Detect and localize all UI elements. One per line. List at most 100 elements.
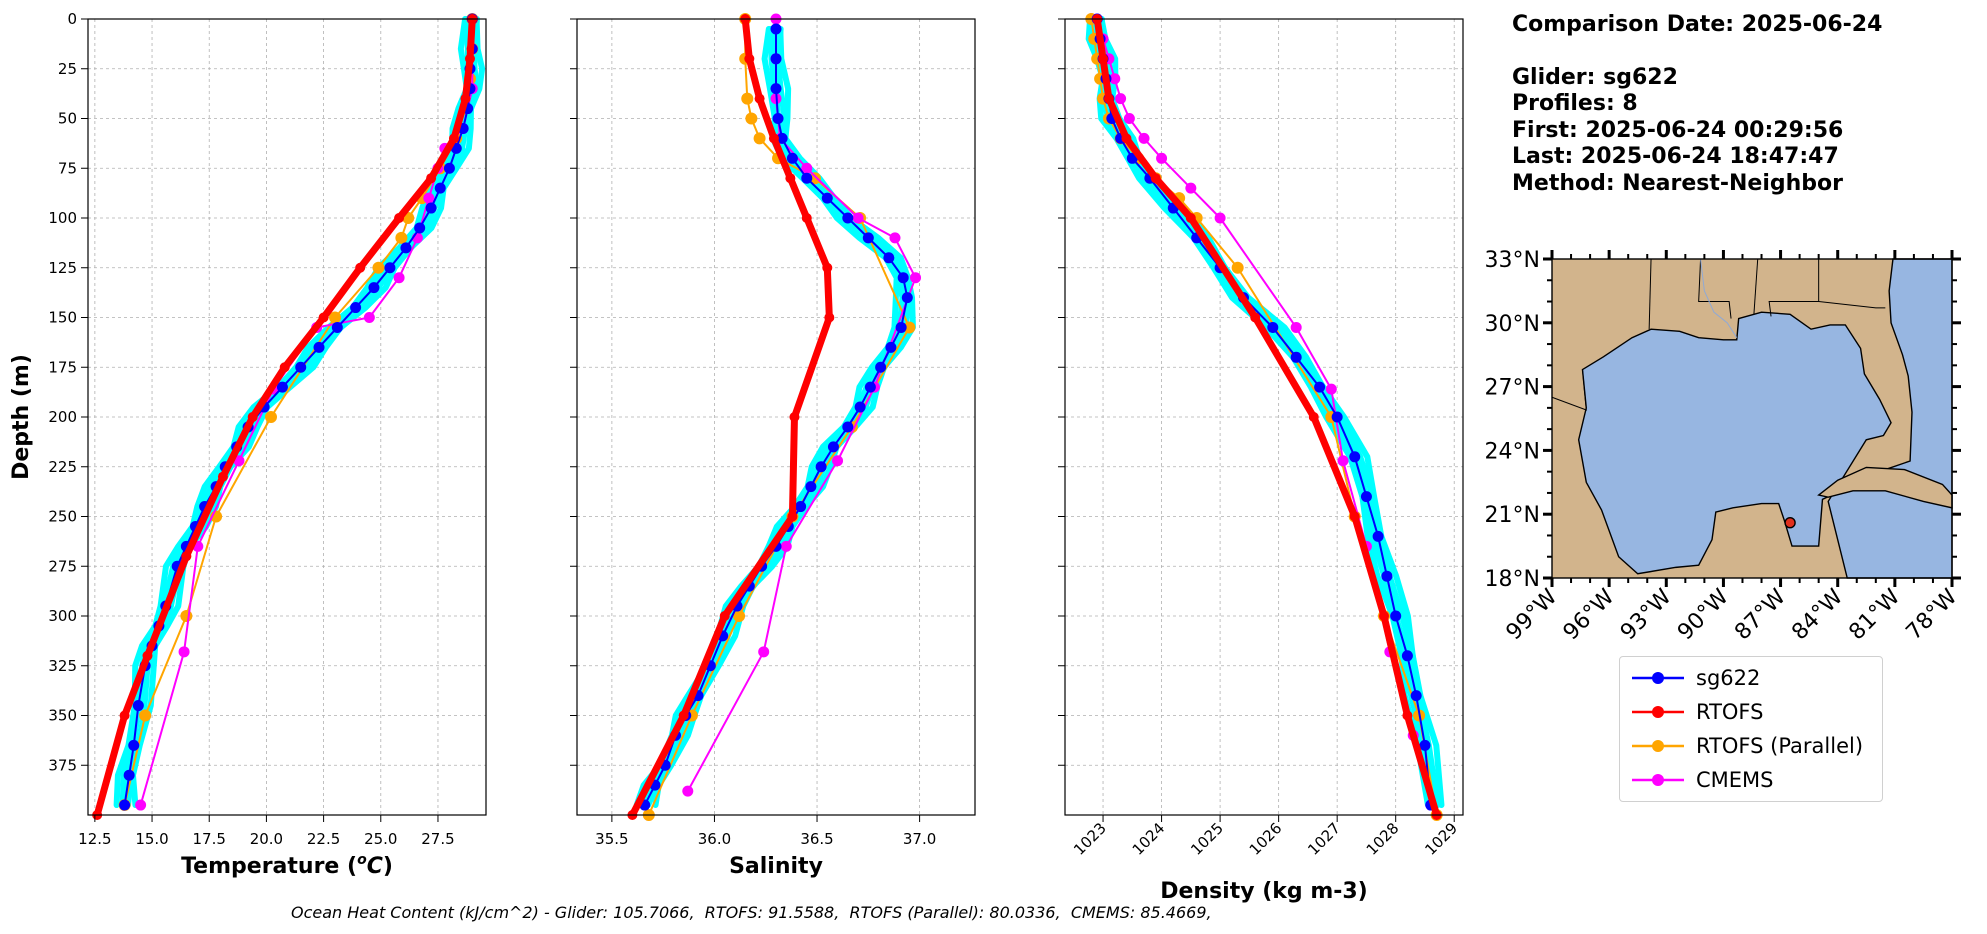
data-point-rtofs — [754, 93, 765, 104]
data-point-sg622 — [795, 501, 807, 513]
legend-marker-rtofs — [1632, 706, 1684, 718]
data-point-rtofs — [1103, 93, 1114, 104]
data-point-rtofs — [785, 173, 796, 184]
data-point-sg622 — [1314, 381, 1326, 393]
data-point-sg622 — [827, 441, 839, 453]
legend-label: sg622 — [1696, 666, 1761, 690]
data-point-rtofs — [318, 312, 329, 323]
data-point-rtofs — [744, 53, 755, 64]
y-tick-label: 125 — [48, 259, 77, 277]
data-point-sg622 — [1267, 321, 1279, 333]
x-tick-label: 15.0 — [135, 830, 168, 848]
data-point-cmems — [682, 785, 694, 797]
data-point-sg622 — [885, 341, 897, 353]
temperature-profile-panel: 0 25 50 75 100 125 150 175 200 225 250 275 300 325 350… — [9, 10, 487, 879]
x-tick-label: 25.0 — [364, 830, 397, 848]
data-point-rtofs — [394, 213, 405, 223]
legend-label: RTOFS — [1696, 700, 1764, 724]
data-point-sg622 — [1401, 650, 1413, 662]
data-point-rtofs — [460, 93, 471, 104]
data-point-rtofs-parallel — [808, 172, 821, 185]
y-tick-label: 225 — [48, 458, 77, 476]
x-tick-label: 20.0 — [250, 830, 283, 848]
lon-tick-label: 87°W — [1730, 584, 1791, 645]
data-point-sg622 — [776, 132, 788, 144]
y-tick-label: 150 — [48, 309, 77, 327]
x-axis-label: Density (kg m-3) — [1160, 879, 1368, 904]
lat-tick-label: 18°N — [1485, 567, 1540, 592]
data-point-rtofs-parallel — [745, 112, 758, 125]
data-point-cmems — [1156, 152, 1168, 164]
data-point-rtofs — [119, 710, 130, 721]
data-point-sg622 — [443, 162, 455, 174]
y-tick-label: 200 — [48, 408, 77, 426]
data-point-sg622 — [805, 481, 817, 493]
series-line-rtofs-parallel — [123, 19, 474, 806]
data-point-cmems — [852, 212, 864, 224]
data-point-sg622 — [414, 222, 426, 234]
data-point-cmems — [178, 646, 190, 658]
data-point-sg622 — [1360, 491, 1372, 503]
lon-tick-label: 78°W — [1902, 584, 1963, 645]
data-point-sg622 — [883, 252, 895, 264]
data-point-cmems — [889, 232, 901, 244]
state-border — [1753, 258, 1759, 315]
x-tick-label: 35.5 — [595, 830, 628, 848]
data-point-sg622 — [897, 272, 909, 284]
data-point-cmems — [1214, 212, 1226, 224]
data-point-rtofs — [1402, 710, 1413, 721]
data-point-sg622 — [368, 282, 380, 294]
data-point-rtofs-parallel — [264, 411, 277, 423]
x-tick-label: 37.0 — [903, 830, 936, 848]
data-point-cmems — [780, 540, 792, 552]
data-point-sg622 — [786, 152, 798, 164]
data-point-sg622 — [815, 461, 827, 473]
data-point-rtofs-parallel — [329, 311, 342, 324]
salinity-profile-panel: 35.5 36.0 36.5 37.0 Salinity — [570, 13, 976, 879]
data-point-cmems — [1109, 73, 1121, 85]
lat-tick-label: 21°N — [1485, 503, 1540, 528]
data-point-sg622 — [384, 262, 396, 274]
lon-tick-label: 81°W — [1844, 584, 1905, 645]
y-tick-label: 300 — [48, 607, 77, 625]
glider-raw-profile-line — [113, 16, 470, 809]
gulf-of-mexico-map: 99°W96°W93°W90°W87°W84°W81°W78°W 33°N 30°N… — [1485, 248, 1963, 645]
data-point-sg622 — [875, 361, 887, 373]
y-tick-label: 175 — [48, 358, 77, 376]
glider-raw-profile-line — [125, 16, 480, 809]
x-tick-label: 27.5 — [421, 830, 454, 848]
data-point-sg622 — [1390, 610, 1402, 622]
data-point-rtofs — [464, 53, 475, 64]
data-point-cmems — [1325, 383, 1337, 395]
legend-label: CMEMS — [1696, 768, 1774, 792]
legend-marker-cmems — [1632, 774, 1684, 786]
legend-marker-rtofs-parallel — [1632, 740, 1684, 752]
x-axis-label: Salinity — [729, 854, 823, 879]
data-point-sg622 — [864, 381, 876, 393]
lat-tick-label: 33°N — [1485, 248, 1540, 273]
y-tick-label: 0 — [67, 10, 77, 28]
data-point-sg622 — [434, 182, 446, 194]
state-border — [1551, 369, 1587, 411]
data-point-rtofs — [1378, 611, 1389, 621]
data-point-rtofs — [1098, 53, 1109, 64]
data-point-rtofs — [768, 133, 779, 144]
data-point-rtofs — [678, 710, 689, 721]
data-point-rtofs — [1121, 133, 1132, 144]
data-point-sg622 — [901, 292, 913, 304]
x-tick-label: 1027 — [1304, 819, 1344, 859]
data-point-cmems — [233, 455, 245, 467]
x-tick-label: 1025 — [1187, 819, 1227, 859]
legend-item-rtofs-parallel: RTOFS (Parallel) — [1630, 729, 1863, 763]
data-point-sg622 — [1419, 739, 1431, 751]
data-point-rtofs — [787, 511, 798, 522]
lon-tick-label: 84°W — [1787, 584, 1848, 645]
last-time: Last: 2025-06-24 18:47:47 — [1512, 144, 1839, 169]
info-block: Comparison Date: 2025-06-24 Glider: sg622… — [1512, 12, 1882, 197]
y-axis-label: Depth (m) — [9, 354, 34, 480]
data-point-rtofs-parallel — [741, 92, 754, 105]
data-point-sg622 — [862, 232, 874, 244]
first-time: First: 2025-06-24 00:29:56 — [1512, 117, 1844, 143]
data-point-rtofs — [1185, 213, 1196, 223]
